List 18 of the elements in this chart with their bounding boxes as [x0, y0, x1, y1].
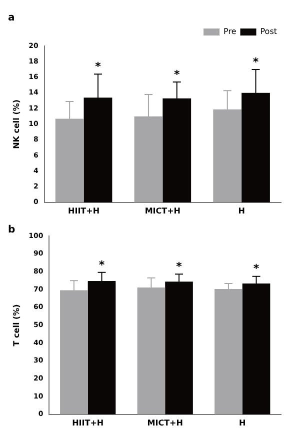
y-axis-title: T cell (%) — [12, 304, 21, 346]
x-tick-label: MICT+H — [144, 206, 181, 216]
annotation: * — [253, 262, 260, 276]
x-tick-label: H — [238, 206, 245, 216]
y-axis-title: NK cell (%) — [12, 99, 21, 149]
x-tick-label: H — [239, 418, 246, 428]
x-tick-label: HIIT+H — [72, 418, 104, 428]
x-tick-label: MICT+H — [147, 418, 183, 428]
chart-title: b — [8, 224, 16, 236]
legend-label: Post — [260, 27, 278, 36]
annotation: * — [98, 258, 105, 272]
x-tick-label: HIIT+H — [68, 206, 100, 216]
annotation: * — [174, 68, 180, 81]
annotation: * — [252, 55, 259, 68]
annotation: * — [176, 260, 182, 274]
legend-label: Pre — [224, 27, 236, 36]
chart-title: a — [8, 12, 15, 24]
annotation: * — [95, 60, 102, 74]
